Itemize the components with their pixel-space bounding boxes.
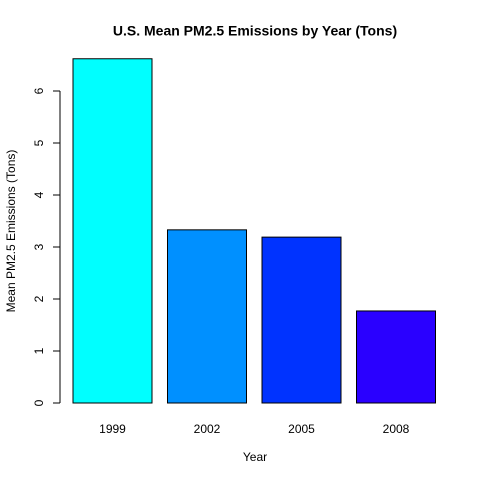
y-axis-label: Mean PM2.5 Emissions (Tons) (4, 150, 18, 313)
x-axis-label: Year (243, 450, 267, 464)
x-tick-label: 2008 (383, 422, 410, 436)
y-tick-label: 4 (32, 191, 46, 198)
y-tick-label: 5 (32, 139, 46, 146)
bar (167, 229, 247, 404)
y-tick-label: 0 (32, 399, 46, 406)
x-tick-label: 2002 (194, 422, 221, 436)
y-tick-label: 3 (32, 243, 46, 250)
y-tick-label: 6 (32, 87, 46, 94)
y-tick-label: 2 (32, 295, 46, 302)
bar (356, 310, 436, 404)
x-tick-label: 2005 (288, 422, 315, 436)
x-tick-label: 1999 (99, 422, 126, 436)
bar (72, 58, 153, 404)
chart-title: U.S. Mean PM2.5 Emissions by Year (Tons) (113, 23, 397, 39)
y-tick-label: 1 (32, 347, 46, 354)
bar (261, 236, 342, 404)
